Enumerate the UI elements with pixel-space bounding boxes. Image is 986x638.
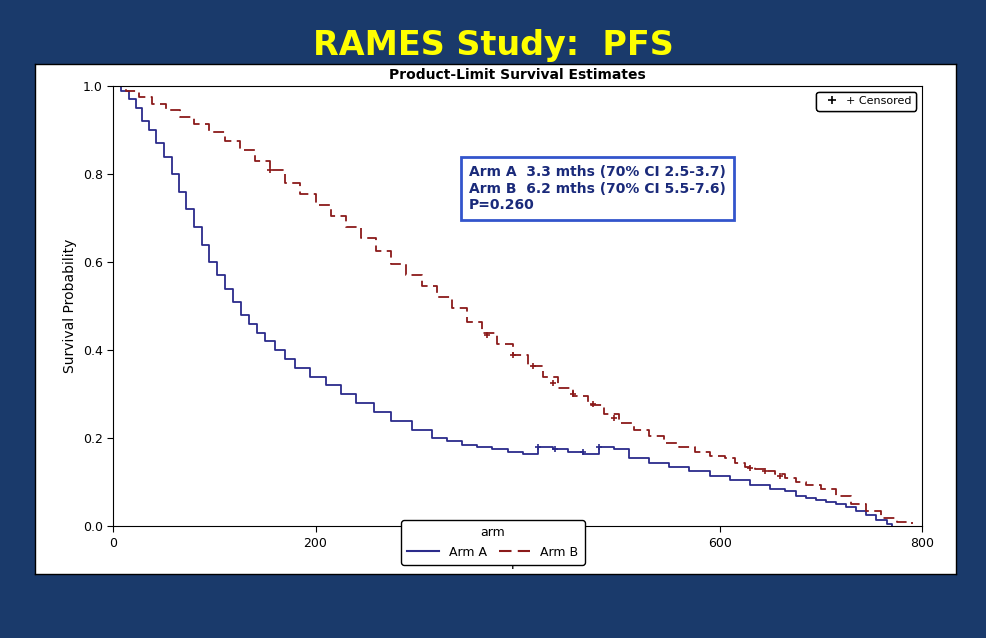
Legend: Arm A, Arm B: Arm A, Arm B bbox=[401, 520, 585, 565]
Title: Product-Limit Survival Estimates: Product-Limit Survival Estimates bbox=[389, 68, 646, 82]
Y-axis label: Survival Probability: Survival Probability bbox=[63, 239, 78, 373]
Legend: + Censored: + Censored bbox=[816, 92, 916, 110]
Text: Arm A  3.3 mths (70% CI 2.5-3.7)
Arm B  6.2 mths (70% CI 5.5-7.6)
P=0.260: Arm A 3.3 mths (70% CI 2.5-3.7) Arm B 6.… bbox=[469, 165, 726, 212]
X-axis label: dpfs: dpfs bbox=[503, 555, 532, 569]
Text: RAMES Study:  PFS: RAMES Study: PFS bbox=[313, 29, 673, 62]
